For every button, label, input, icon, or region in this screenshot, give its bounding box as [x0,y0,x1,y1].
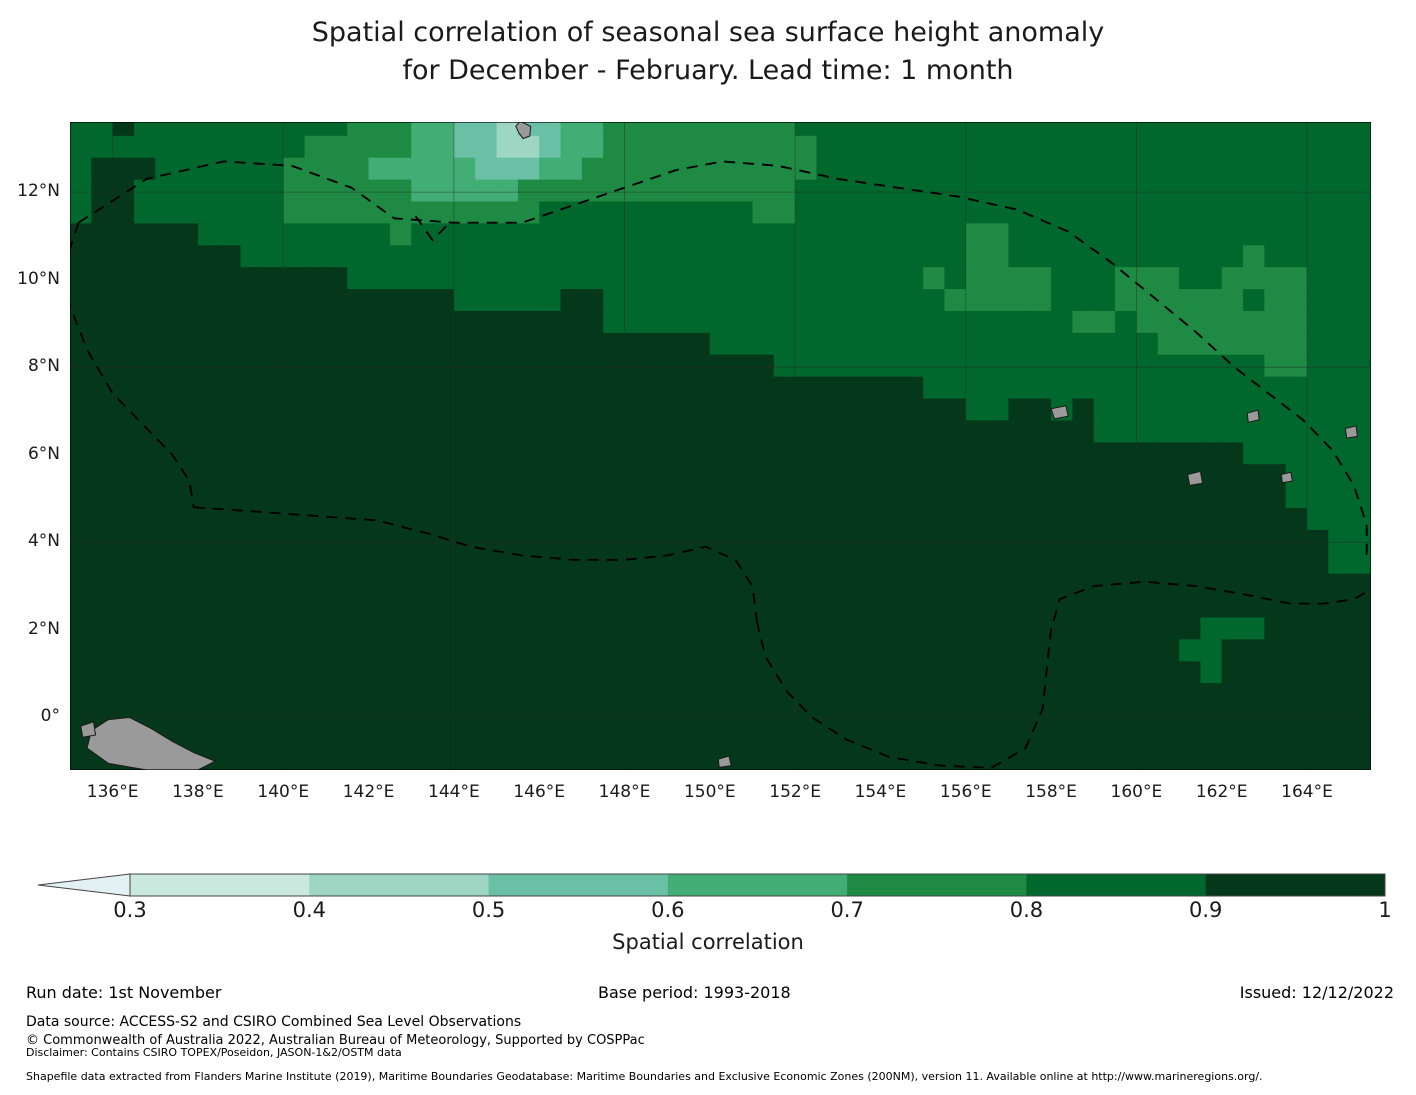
colorbar-tick-4: 0.7 [830,898,864,922]
base-period-text: Base period: 1993-2018 [598,983,791,1002]
colorbar-band-5 [1026,874,1207,896]
land-atoll-c [1344,425,1358,439]
colorbar-tick-6: 0.9 [1189,898,1223,922]
latitude-tick-4: 4°N [27,531,60,552]
colorbar-band-4 [847,874,1027,896]
eez-line-5 [414,215,451,242]
shapefile-attribution-text: Shapefile data extracted from Flanders M… [26,1070,1263,1083]
colorbar-tick-1: 0.4 [292,898,326,922]
eez-line-2 [193,506,758,622]
longitude-tick-14: 164°E [1281,782,1333,802]
longitude-tick-13: 162°E [1195,782,1248,802]
run-date-text: Run date: 1st November [26,983,222,1002]
land-guam [515,122,532,140]
land-atoll-d [717,755,732,768]
page-title: Spatial correlation of seasonal sea surf… [311,17,1105,86]
colorbar [0,862,1416,902]
eez-boundary-lines [70,160,1370,769]
latitude-tick-3: 6°N [27,443,60,464]
longitude-tick-3: 142°E [342,782,395,802]
disclaimer-text: Disclaimer: Contains CSIRO TOPEX/Poseido… [26,1046,402,1059]
eez-line-3 [755,620,992,769]
latitude-tick-1: 10°N [17,268,60,289]
issued-date-text: Issued: 12/12/2022 [1239,983,1394,1002]
colorbar-label: Spatial correlation [612,930,804,954]
map-gridlines [70,122,1371,770]
land-atoll-pohnpei [1246,409,1260,424]
data-source-text: Data source: ACCESS-S2 and CSIRO Combine… [26,1014,522,1030]
longitude-tick-2: 140°E [257,782,310,802]
longitude-tick-0: 136°E [86,782,139,802]
longitude-tick-12: 160°E [1110,782,1163,802]
footer-row: Run date: 1st November Base period: 1993… [0,983,1416,1009]
longitude-tick-5: 146°E [513,782,566,802]
land-biak [80,721,97,738]
longitude-tick-9: 154°E [854,782,907,802]
longitude-tick-1: 138°E [172,782,224,802]
colorbar-band-6 [1205,874,1386,896]
colorbar-band-2 [488,874,669,896]
colorbar-tick-5: 0.8 [1009,898,1044,922]
colorbar-extend-min [37,873,131,897]
colorbar-band-3 [667,874,848,896]
land-atoll-a [1187,470,1204,486]
latitude-tick-2: 8°N [27,356,60,377]
heatmap-cells [70,122,1371,770]
land-new-guinea [86,716,217,770]
colorbar-tick-0: 0.3 [113,898,147,922]
colorbar-swatches [37,873,1386,897]
land-atoll-chuuk [1050,405,1069,420]
longitude-tick-8: 152°E [769,782,821,802]
colorbar-tick-7: 1 [1378,898,1392,922]
land-polygons [80,122,1358,770]
eez-line-4 [990,580,1370,769]
longitude-tick-11: 158°E [1025,782,1077,802]
latitude-tick-0: 12°N [17,181,60,202]
longitude-tick-6: 148°E [598,782,651,802]
latitude-tick-6: 0° [40,706,60,727]
eez-line-0 [77,160,1368,560]
longitude-tick-10: 156°E [939,782,992,802]
colorbar-band-1 [309,874,489,896]
colorbar-outline [129,873,1386,897]
colorbar-tick-2: 0.5 [471,898,506,922]
colorbar-band-0 [130,874,310,896]
correlation-heatmap [70,122,1371,770]
colorbar-tick-3: 0.6 [651,898,685,922]
longitude-tick-7: 150°E [683,782,736,802]
latitude-tick-5: 2°N [27,618,60,639]
land-atoll-b [1280,471,1294,484]
longitude-tick-4: 144°E [428,782,480,802]
map-plot-area [70,122,1371,770]
copyright-text: © Commonwealth of Australia 2022, Austra… [26,1033,645,1048]
eez-line-1 [70,222,195,508]
